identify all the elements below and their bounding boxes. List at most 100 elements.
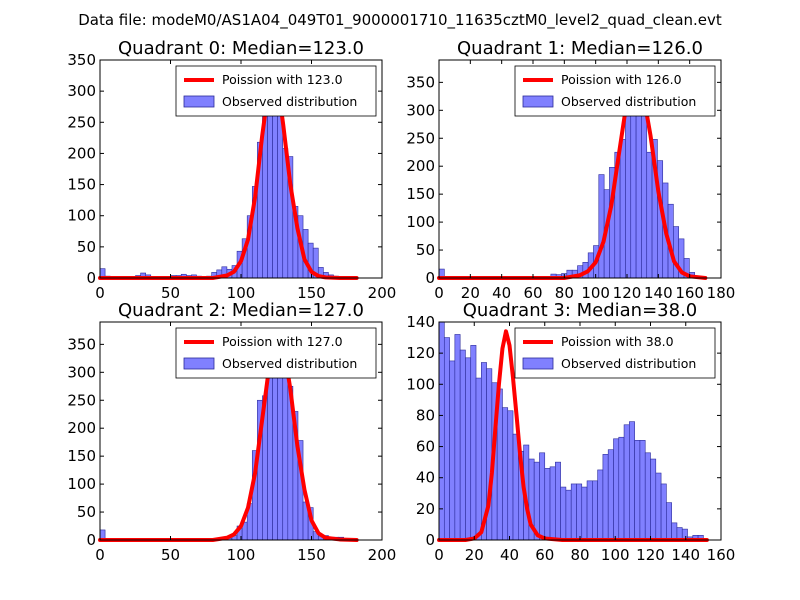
histogram-bar	[646, 151, 653, 279]
x-tick-label: 150	[297, 546, 326, 564]
y-tick-label: 0	[425, 531, 435, 549]
y-tick-label: 350	[406, 73, 435, 91]
histogram-bars	[99, 335, 350, 541]
histogram-bar	[549, 466, 556, 541]
x-tick-label: 0	[95, 284, 105, 302]
quadrant-2-panel: 0 50 100 150 200 0 50 100 150 200 250 300 350 Quadran…	[67, 300, 396, 564]
quadrant-1-panel: 0 20 40 60 80 100 120 140 160 1800501001502002503…	[406, 38, 735, 302]
legend-observed-label: Observed distribution	[561, 94, 696, 109]
legend-box	[514, 65, 716, 117]
y-tick-label: 140	[406, 313, 435, 331]
subplot-grid: 0 50 100 150 200050100150200250300350Quadran…	[67, 38, 735, 564]
histogram-bar	[443, 337, 450, 541]
x-tick-label: 180	[707, 284, 736, 302]
axes-frame	[438, 59, 722, 279]
x-tick-label: 200	[368, 546, 397, 564]
legend: Poission with 126.0 Observed distribution	[514, 65, 716, 117]
figure-suptitle: Data file: modeM0/AS1A04_049T01_90000017…	[78, 11, 722, 30]
histogram-bar	[644, 452, 651, 541]
histogram-bar	[634, 440, 641, 541]
x-tick-label: 40	[492, 284, 511, 302]
x-tick-label: 100	[581, 284, 610, 302]
histogram-bar	[502, 407, 509, 541]
histogram-bar	[639, 440, 646, 541]
histogram-bar	[641, 93, 648, 279]
y-tick-label: 50	[416, 241, 435, 259]
legend-box	[175, 327, 377, 379]
histogram-bar	[475, 377, 482, 541]
histogram-bar	[618, 436, 625, 541]
histogram-bar	[635, 110, 642, 279]
x-tick-label: 60	[523, 284, 542, 302]
x-tick-label: 100	[601, 546, 630, 564]
legend-observed-label: Observed distribution	[222, 94, 357, 109]
x-tick-label: 20	[461, 284, 480, 302]
x-tick-label: 160	[707, 546, 736, 564]
histogram-bar	[507, 410, 514, 541]
y-tick-label: 200	[406, 157, 435, 175]
histogram-bar	[272, 90, 278, 279]
histogram-bar	[449, 360, 456, 541]
x-tick-label: 50	[161, 284, 180, 302]
histogram-bar	[602, 454, 609, 541]
x-tick-label: 80	[555, 284, 574, 302]
y-tick-label: 150	[67, 176, 96, 194]
histogram-bar	[597, 469, 604, 541]
x-tick-label: 40	[500, 546, 519, 564]
legend: Poission with 123.0 Observed distribution	[175, 65, 377, 117]
y-tick-label: 350	[67, 51, 96, 69]
histogram-bar	[671, 522, 678, 541]
legend-observed-label: Observed distribution	[561, 356, 696, 371]
x-tick-label: 60	[535, 546, 554, 564]
quadrant-3-panel: 0 20 40 60 80 100 120 140 160 0 20 40 60 80 100 120 140 Q…	[406, 300, 735, 564]
y-tick-label: 0	[425, 269, 435, 287]
y-tick-label: 50	[77, 238, 96, 256]
histogram-bar	[544, 468, 551, 541]
x-tick-label: 0	[95, 546, 105, 564]
y-tick-label: 0	[86, 531, 96, 549]
histogram-bar	[586, 480, 593, 541]
y-tick-label: 250	[406, 129, 435, 147]
poisson-curve	[437, 329, 709, 542]
legend-poisson-label: Poission with 38.0	[561, 334, 674, 349]
histogram-bar	[459, 349, 466, 541]
x-tick-label: 120	[636, 546, 665, 564]
histogram-bar	[267, 100, 273, 279]
y-tick-label: 150	[406, 185, 435, 203]
x-tick-label: 80	[570, 546, 589, 564]
histogram-bar	[655, 472, 662, 541]
histogram-bar	[539, 452, 546, 541]
y-tick-label: 60	[416, 438, 435, 456]
y-tick-label: 100	[67, 207, 96, 225]
x-tick-label: 200	[368, 284, 397, 302]
legend-bar-swatch	[183, 95, 215, 108]
histogram-bar	[555, 461, 561, 541]
x-tick-label: 140	[644, 284, 673, 302]
legend: Poission with 127.0 Observed distribution	[175, 327, 377, 379]
quadrant-0-panel: 0 50 100 150 200 0 50 100 150 200 250 300 350 Quadran…	[67, 38, 396, 302]
histogram-bar	[613, 438, 620, 541]
y-tick-label: 80	[416, 406, 435, 424]
x-tick-label: 100	[227, 546, 256, 564]
y-tick-label: 100	[406, 213, 435, 231]
histogram-bars	[438, 321, 704, 541]
legend-poisson-label: Poission with 123.0	[222, 72, 343, 87]
x-tick-label: 50	[161, 546, 180, 564]
legend-bar-swatch	[183, 357, 215, 370]
y-tick-label: 50	[77, 503, 96, 521]
histogram-bar	[576, 483, 583, 541]
x-tick-label: 140	[671, 546, 700, 564]
y-tick-label: 200	[67, 144, 96, 162]
legend-observed-label: Observed distribution	[222, 356, 357, 371]
x-tick-label: 0	[434, 284, 444, 302]
y-tick-label: 20	[416, 500, 435, 518]
quadrant-0-title: Quadrant 0: Median=123.0	[118, 38, 364, 59]
histogram-bar	[598, 174, 605, 279]
histogram-bar	[581, 486, 588, 541]
histogram-bar	[470, 345, 477, 541]
histogram-bars	[438, 70, 701, 279]
quadrant-2-title: Quadrant 2: Median=127.0	[118, 300, 364, 321]
histogram-bar	[570, 483, 577, 541]
histogram-bar	[650, 458, 657, 541]
